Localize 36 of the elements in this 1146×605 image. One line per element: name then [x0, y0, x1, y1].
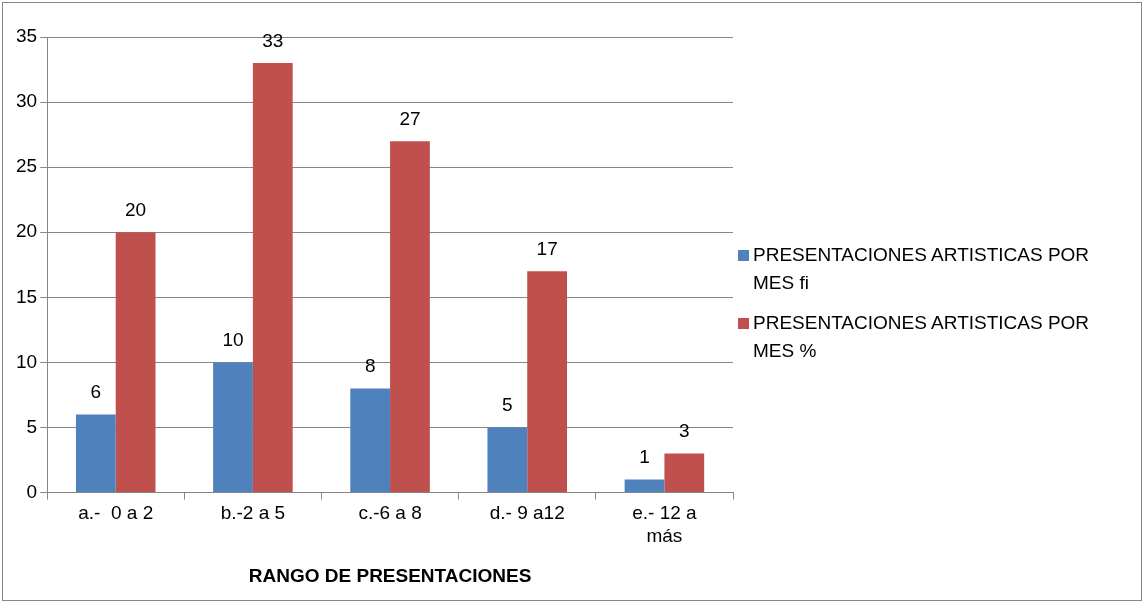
bar: [213, 362, 253, 493]
bar: [350, 388, 391, 493]
bar: [624, 479, 665, 493]
data-label: 17: [536, 238, 558, 260]
x-tick-label: d.- 9 a12: [489, 502, 565, 524]
x-tick-label: c.-6 a 8: [358, 502, 422, 524]
y-tick-label: 0: [26, 480, 38, 502]
data-label: 33: [262, 29, 284, 51]
legend-label: PRESENTACIONES ARTISTICAS POR MES %: [753, 311, 1091, 363]
bar: [252, 63, 293, 493]
data-label: 6: [90, 381, 102, 403]
bar: [75, 414, 116, 493]
y-tick-label: 20: [15, 220, 38, 242]
data-label: 10: [222, 329, 244, 351]
y-tick-label: 15: [15, 285, 38, 307]
legend-label: PRESENTACIONES ARTISTICAS POR MES fi: [753, 243, 1091, 295]
data-label: 3: [679, 420, 690, 442]
x-tick-label: e.- 12 a más: [632, 502, 698, 547]
bar: [390, 141, 430, 493]
y-tick-label: 30: [15, 90, 38, 112]
y-tick-label: 25: [15, 155, 38, 177]
x-tick-label: b.-2 a 5: [220, 502, 286, 524]
data-label: 8: [364, 355, 376, 377]
data-label: 20: [125, 198, 147, 220]
data-label: 27: [399, 107, 421, 129]
data-label: 5: [502, 394, 513, 416]
x-tick-label: a.- 0 a 2: [78, 502, 154, 524]
bar: [487, 427, 528, 493]
bar: [527, 271, 568, 493]
y-tick-label: 35: [15, 25, 38, 47]
data-label: 1: [639, 446, 650, 468]
x-axis-title: RANGO DE PRESENTACIONES: [248, 564, 532, 586]
bar: [115, 232, 156, 493]
y-tick-label: 10: [15, 350, 38, 372]
bar: [664, 453, 705, 493]
y-tick-label: 5: [26, 415, 38, 437]
